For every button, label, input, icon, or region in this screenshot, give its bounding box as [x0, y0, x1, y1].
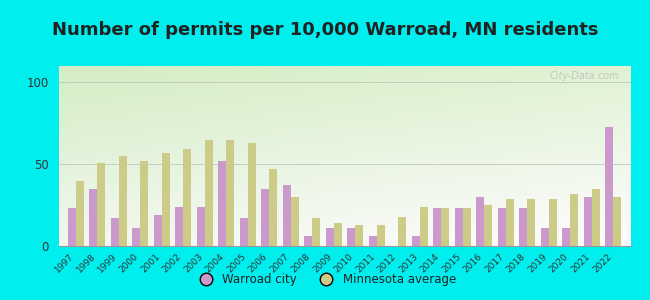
- Bar: [140, 161, 148, 246]
- Bar: [541, 228, 549, 246]
- Text: City-Data.com: City-Data.com: [549, 71, 619, 81]
- Bar: [226, 140, 235, 246]
- Legend: Warroad city, Minnesota average: Warroad city, Minnesota average: [189, 269, 461, 291]
- Bar: [218, 161, 226, 246]
- Bar: [68, 208, 75, 246]
- Text: Number of permits per 10,000 Warroad, MN residents: Number of permits per 10,000 Warroad, MN…: [52, 21, 598, 39]
- Bar: [248, 143, 256, 246]
- Bar: [398, 217, 406, 246]
- Bar: [304, 236, 312, 246]
- Bar: [506, 199, 514, 246]
- Bar: [312, 218, 320, 246]
- Bar: [356, 225, 363, 246]
- Bar: [153, 215, 162, 246]
- Bar: [205, 140, 213, 246]
- Bar: [183, 149, 191, 246]
- Bar: [326, 228, 333, 246]
- Bar: [592, 189, 600, 246]
- Bar: [441, 208, 449, 246]
- Bar: [519, 208, 527, 246]
- Bar: [614, 197, 621, 246]
- Bar: [605, 127, 614, 246]
- Bar: [261, 189, 269, 246]
- Bar: [291, 197, 299, 246]
- Bar: [162, 153, 170, 246]
- Bar: [132, 228, 140, 246]
- Bar: [98, 163, 105, 246]
- Bar: [433, 208, 441, 246]
- Bar: [476, 197, 484, 246]
- Bar: [240, 218, 248, 246]
- Bar: [498, 208, 506, 246]
- Bar: [549, 199, 557, 246]
- Bar: [484, 205, 493, 246]
- Bar: [527, 199, 536, 246]
- Bar: [454, 208, 463, 246]
- Bar: [175, 207, 183, 246]
- Bar: [562, 228, 570, 246]
- Bar: [89, 189, 98, 246]
- Bar: [347, 228, 356, 246]
- Bar: [333, 223, 342, 246]
- Bar: [411, 236, 420, 246]
- Bar: [111, 218, 119, 246]
- Bar: [283, 185, 291, 246]
- Bar: [463, 208, 471, 246]
- Bar: [369, 236, 377, 246]
- Bar: [570, 194, 578, 246]
- Bar: [269, 169, 278, 246]
- Bar: [75, 181, 84, 246]
- Bar: [119, 156, 127, 246]
- Bar: [196, 207, 205, 246]
- Bar: [420, 207, 428, 246]
- Bar: [584, 197, 592, 246]
- Bar: [377, 225, 385, 246]
